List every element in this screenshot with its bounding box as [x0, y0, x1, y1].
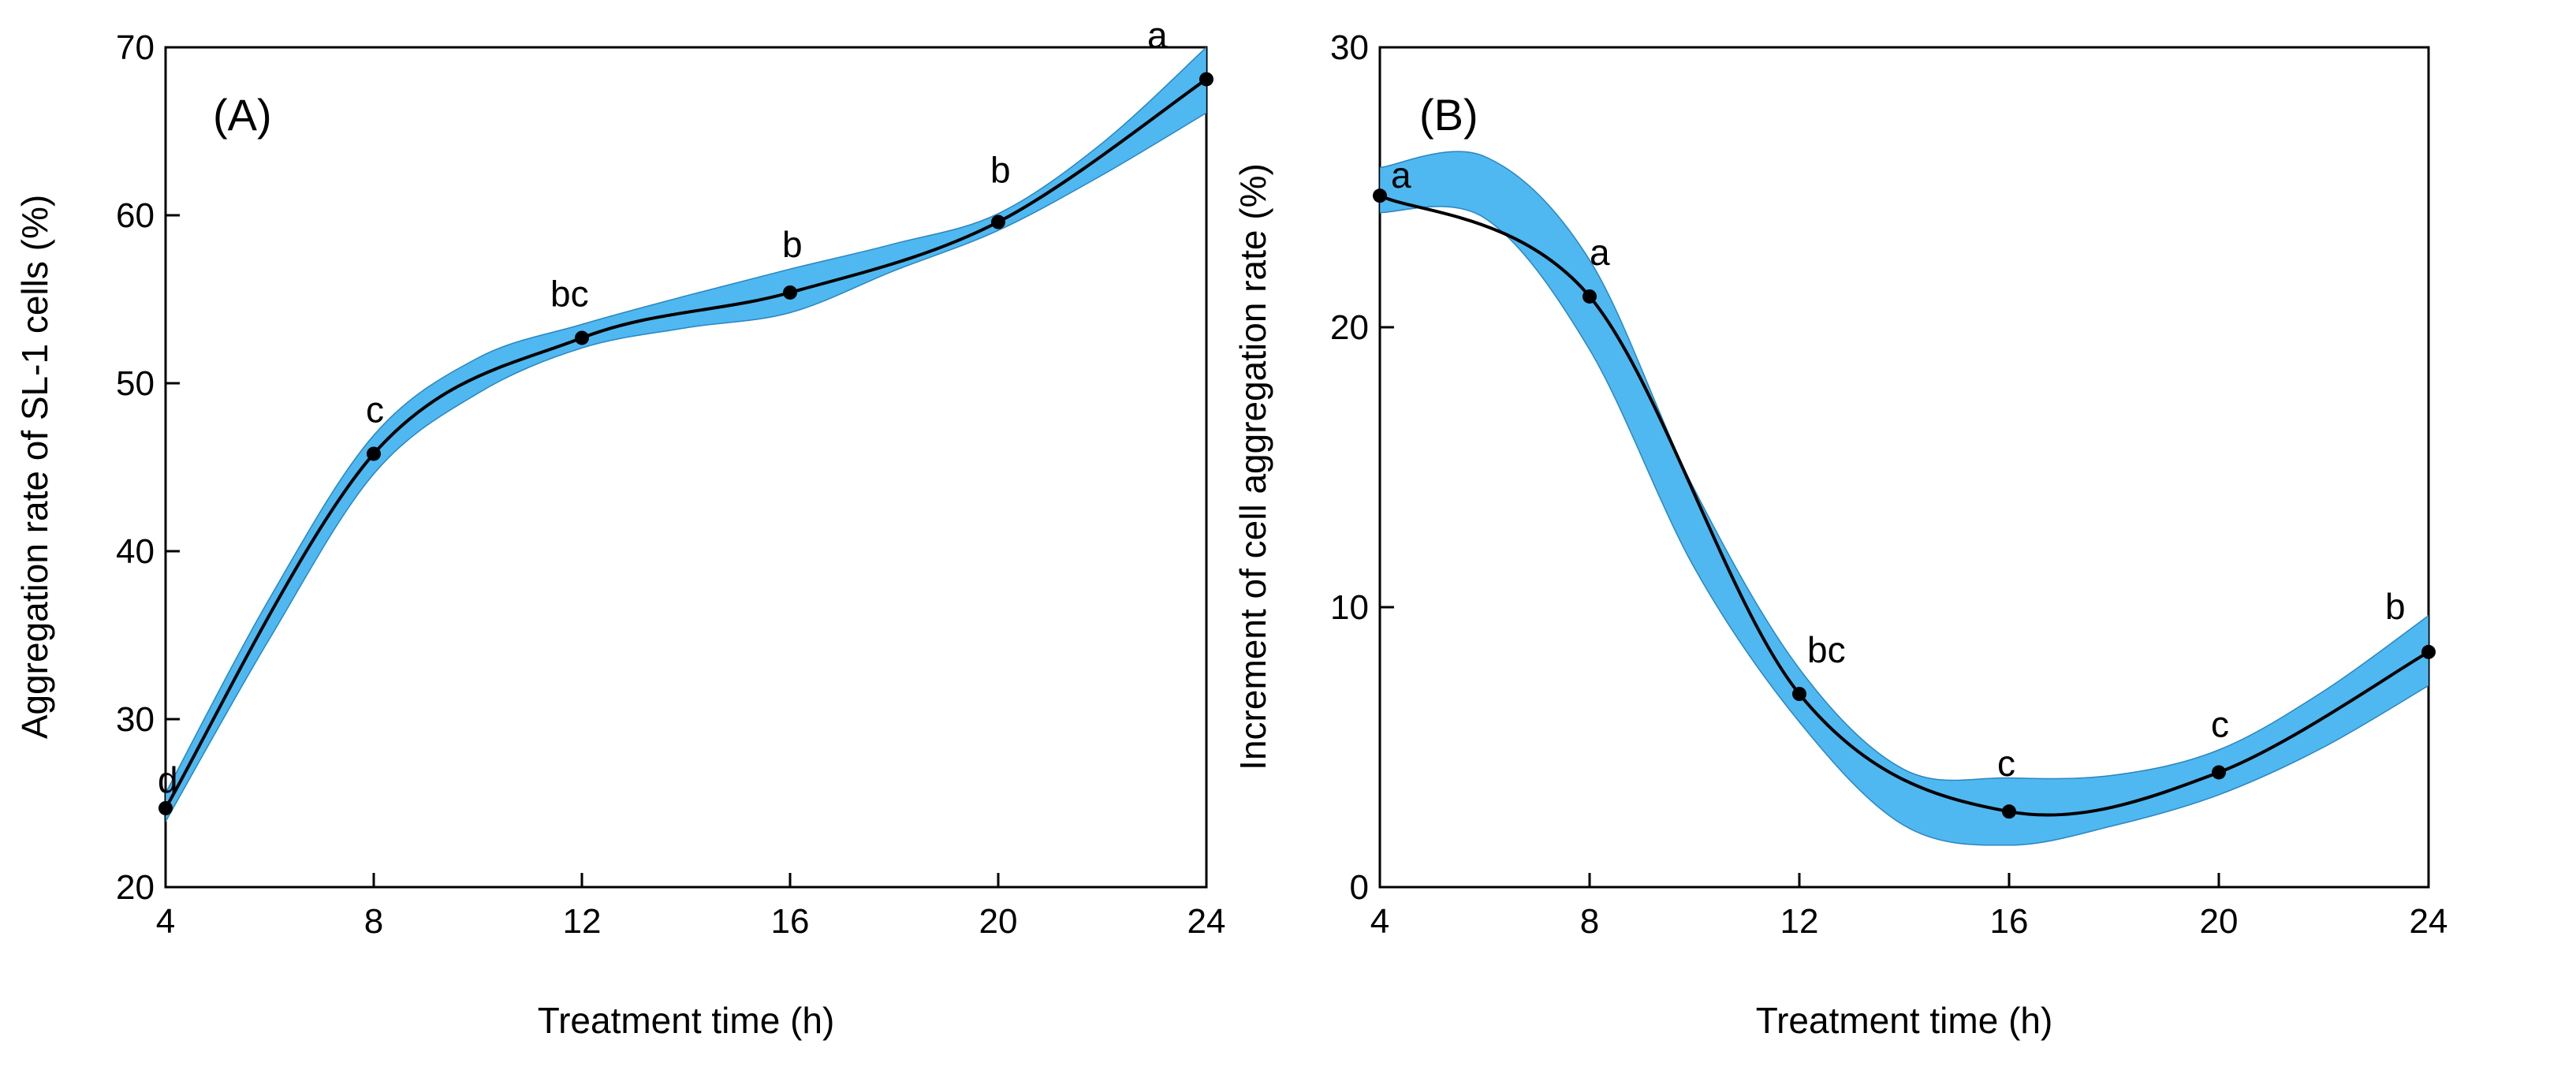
data-points-b [1373, 188, 2436, 819]
panel-label-a: (A) [213, 90, 272, 140]
y-tick-label: 30 [116, 700, 155, 739]
y-tick-label: 30 [1330, 28, 1369, 67]
significance-label: a [1590, 232, 1610, 273]
significance-labels-b: a a bc c c b [1391, 155, 2406, 784]
significance-label: c [366, 389, 384, 430]
series-line [1380, 194, 2429, 817]
x-ticks-a: 4 8 12 16 20 24 [156, 873, 1226, 941]
x-tick-label: 4 [156, 902, 175, 941]
x-tick-label: 20 [2200, 902, 2239, 941]
x-tick-label: 8 [1580, 902, 1599, 941]
y-tick-label: 0 [1350, 868, 1369, 907]
x-tick-label: 12 [1780, 902, 1819, 941]
x-axis-title-a: Treatment time (h) [538, 1000, 835, 1041]
series-line [166, 77, 1206, 809]
y-axis-title-b: Increment of cell aggregation rate (%) [1232, 163, 1273, 770]
data-point [575, 330, 589, 345]
data-point [991, 214, 1005, 229]
x-tick-label: 20 [979, 902, 1018, 941]
plot-frame-b [1378, 46, 2430, 889]
x-tick-label: 4 [1370, 902, 1389, 941]
significance-label: b [2385, 586, 2406, 627]
confidence-band-area [166, 47, 1206, 823]
panel-label-b: (B) [1419, 90, 1478, 140]
data-point [2421, 644, 2436, 659]
y-tick-label: 40 [116, 532, 155, 571]
significance-label: a [1391, 155, 1411, 196]
significance-label: bc [1807, 629, 1846, 670]
data-point [2212, 765, 2226, 780]
x-ticks-b: 4 8 12 16 20 24 [1370, 873, 2448, 941]
data-point [1373, 188, 1387, 203]
data-point [1792, 687, 1806, 702]
data-point [783, 285, 797, 300]
y-tick-label: 50 [116, 364, 155, 403]
x-axis-title-b: Treatment time (h) [1756, 1000, 2053, 1041]
data-point [1583, 289, 1597, 304]
data-point [2002, 804, 2016, 819]
confidence-band-b [1380, 151, 2429, 846]
data-point [367, 446, 381, 461]
x-tick-label: 24 [1187, 902, 1226, 941]
significance-label: a [1147, 14, 1168, 55]
y-ticks-b: 0 10 20 30 [1330, 28, 1394, 907]
confidence-band-a [166, 47, 1206, 823]
y-tick-label: 70 [116, 28, 155, 67]
x-tick-label: 16 [771, 902, 810, 941]
y-tick-label: 20 [1330, 308, 1369, 347]
y-ticks-a: 20 30 40 50 60 70 [116, 28, 180, 907]
y-tick-label: 60 [116, 196, 155, 235]
x-tick-label: 24 [2410, 902, 2448, 941]
significance-label: c [1997, 743, 2015, 784]
significance-labels-a: d c bc b b a [158, 14, 1168, 800]
confidence-band-area [1380, 151, 2429, 846]
y-tick-label: 10 [1330, 588, 1369, 627]
data-point [158, 800, 173, 815]
significance-label: d [158, 759, 178, 800]
plot-frame-a [164, 46, 1208, 889]
significance-label: bc [550, 273, 589, 314]
significance-label: b [782, 224, 803, 265]
data-point [1199, 72, 1213, 87]
significance-label: c [2211, 703, 2229, 744]
data-points-a [158, 72, 1213, 815]
chart-panel-a: d c bc b b a 4 8 12 16 20 24 20 30 40 50 60 70 (A) Trea… [14, 14, 1225, 1041]
fit-line-b [1380, 194, 2429, 817]
y-axis-title-a: Aggregation rate of SL-1 cells (%) [14, 195, 55, 739]
significance-label: b [990, 150, 1011, 191]
x-tick-label: 16 [1990, 902, 2029, 941]
chart-panel-b: a a bc c c b 4 8 12 16 20 24 0 10 20 30 (B) Treatment… [1232, 28, 2447, 1041]
x-tick-label: 8 [364, 902, 383, 941]
fit-line-a [166, 77, 1206, 809]
x-tick-label: 12 [563, 902, 602, 941]
y-tick-label: 20 [116, 868, 155, 907]
